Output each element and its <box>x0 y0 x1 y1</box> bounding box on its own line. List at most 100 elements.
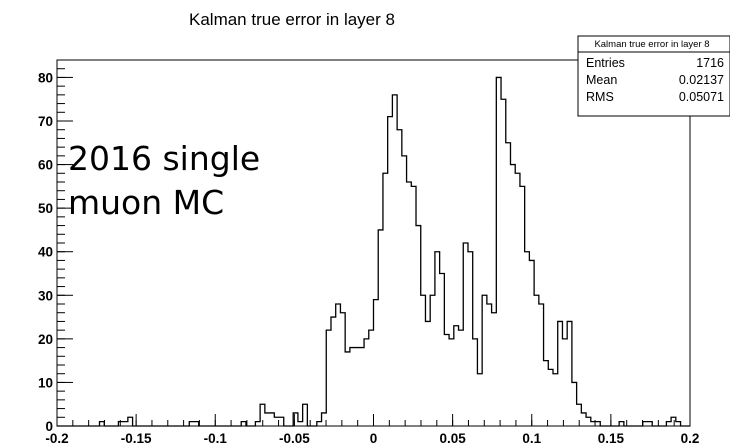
x-axis: -0.2 -0.15 -0.1 -0.05 0 0.05 0.1 0.15 0.2 <box>45 414 699 446</box>
histogram-bin <box>506 143 511 426</box>
y-axis: 0 10 20 30 40 50 60 70 80 <box>38 59 73 434</box>
histogram-bin <box>671 417 676 426</box>
histogram-bin <box>553 374 558 426</box>
histogram-bin <box>596 422 601 426</box>
histogram-bin <box>416 226 421 426</box>
x-tick-label: 0.15 <box>598 431 625 446</box>
histogram-bin <box>118 422 123 426</box>
histogram-bin <box>402 156 407 426</box>
histogram-bin <box>591 422 596 426</box>
histogram-bin <box>440 274 445 427</box>
x-tick-label: 0 <box>370 431 378 446</box>
histogram-bin <box>378 230 383 426</box>
stats-mean-value: 0.02137 <box>679 73 724 87</box>
histogram-bin <box>331 317 336 426</box>
histogram-bin <box>340 313 345 426</box>
histogram-bin <box>454 326 459 426</box>
histogram-bin <box>100 422 105 426</box>
histogram-bins <box>57 76 690 427</box>
histogram-bin <box>317 422 322 426</box>
x-tick-label: -0.1 <box>204 431 228 446</box>
histogram-bin <box>477 374 482 426</box>
histogram-bin <box>189 422 194 426</box>
histogram-outline <box>57 76 690 427</box>
stats-box: Kalman true error in layer 8 Entries 171… <box>577 35 730 117</box>
chart-title: Kalman true error in layer 8 <box>189 10 395 29</box>
histogram-bin <box>369 330 374 426</box>
histogram-bin <box>515 173 520 426</box>
overlay-text-line2: muon MC <box>68 183 224 222</box>
histogram-bin <box>392 95 397 426</box>
histogram-bin <box>572 382 577 426</box>
histogram-bin <box>529 260 534 426</box>
histogram-bin <box>496 77 501 426</box>
y-tick-label: 60 <box>38 158 53 173</box>
y-tick-label: 70 <box>38 114 53 129</box>
histogram-bin <box>279 417 284 426</box>
stats-rms-label: RMS <box>586 90 614 104</box>
histogram-bin <box>293 413 298 426</box>
histogram-bin <box>359 348 364 426</box>
x-tick-label: 0.1 <box>522 431 541 446</box>
stats-box-title: Kalman true error in layer 8 <box>594 39 709 50</box>
x-tick-label: -0.15 <box>121 431 152 446</box>
x-tick-label: 0.2 <box>681 431 700 446</box>
histogram-bin <box>194 422 199 426</box>
y-tick-label: 10 <box>38 375 53 390</box>
histogram-bin <box>567 321 572 426</box>
histogram-bin <box>487 304 492 426</box>
overlay-text-line1: 2016 single <box>68 139 260 178</box>
histogram-bin <box>255 422 260 426</box>
x-tick-label: 0.05 <box>439 431 466 446</box>
y-tick-label: 50 <box>38 201 53 216</box>
histogram-bin <box>619 422 624 426</box>
histogram-bin <box>128 417 133 426</box>
histogram-bin <box>449 339 454 426</box>
stats-entries-label: Entries <box>586 56 625 70</box>
histogram-bin <box>459 330 464 426</box>
histogram-bin <box>482 295 487 426</box>
histogram-bin <box>298 422 303 426</box>
histogram-bin <box>581 413 586 426</box>
histogram-bin <box>397 130 402 426</box>
histogram-bin <box>492 313 497 426</box>
histogram-bin <box>468 252 473 426</box>
histogram-bin <box>444 335 449 427</box>
histogram-bin <box>520 186 525 426</box>
histogram-bin <box>510 165 515 426</box>
histogram-bin <box>676 422 681 426</box>
histogram-bin <box>562 339 567 426</box>
histogram-bin <box>326 330 331 426</box>
histogram-bin <box>345 352 350 426</box>
histogram-bin <box>260 404 265 426</box>
histogram-bin <box>421 295 426 426</box>
histogram-bin <box>425 321 430 426</box>
histogram-bin <box>355 348 360 426</box>
histogram-bin <box>270 413 275 426</box>
histogram-bin <box>265 413 270 426</box>
histogram-bin <box>525 252 530 426</box>
histogram-bin <box>544 361 549 426</box>
y-tick-label: 20 <box>38 332 53 347</box>
histogram-bin <box>666 422 671 426</box>
stats-box-frame <box>577 35 730 117</box>
histogram-bin <box>501 99 506 426</box>
histogram-bin <box>322 413 327 426</box>
histogram-bin <box>473 339 478 426</box>
histogram-bin <box>534 295 539 426</box>
histogram-bin <box>303 404 308 426</box>
stats-rms-value: 0.05071 <box>679 90 724 104</box>
histogram-bin <box>383 173 388 426</box>
histogram-bin <box>374 300 379 426</box>
histogram-bin <box>407 182 412 426</box>
histogram-bin <box>643 422 648 426</box>
histogram-bin <box>430 295 435 426</box>
histogram-bin <box>123 422 128 426</box>
histogram-bin <box>548 369 553 426</box>
histogram-bin <box>558 321 563 426</box>
histogram-bin <box>577 404 582 426</box>
histogram-bin <box>435 252 440 426</box>
histogram-bin <box>350 348 355 426</box>
x-tick-label: -0.05 <box>279 431 310 446</box>
